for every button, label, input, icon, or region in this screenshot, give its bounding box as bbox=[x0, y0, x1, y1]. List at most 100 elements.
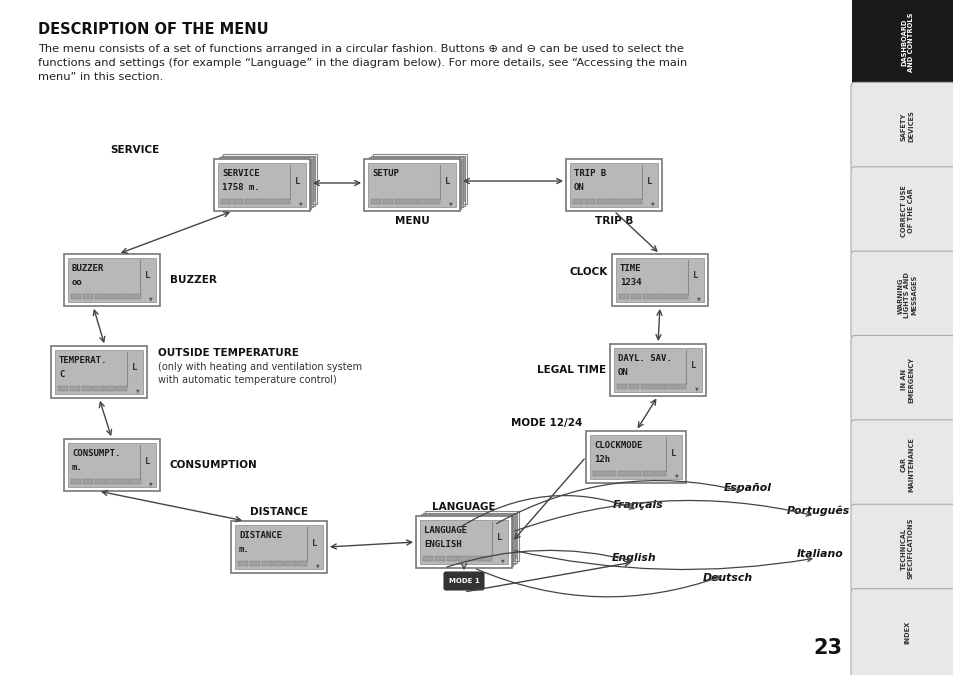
Bar bbox=[654, 294, 664, 299]
Text: ▼: ▼ bbox=[449, 201, 453, 206]
Bar bbox=[244, 199, 254, 204]
Text: SETUP: SETUP bbox=[372, 169, 398, 178]
Text: TIME: TIME bbox=[619, 264, 640, 273]
Text: DISTANCE: DISTANCE bbox=[250, 507, 308, 517]
Bar bbox=[256, 199, 267, 204]
Bar bbox=[237, 561, 248, 566]
Bar bbox=[285, 561, 295, 566]
Text: L: L bbox=[647, 176, 652, 186]
Bar bbox=[435, 556, 445, 561]
Bar bbox=[220, 162, 308, 206]
Bar bbox=[569, 163, 658, 207]
Bar bbox=[421, 519, 510, 563]
Bar bbox=[573, 199, 582, 204]
Bar bbox=[93, 386, 104, 391]
Text: CONSUMPT.: CONSUMPT. bbox=[71, 449, 120, 458]
Text: m.: m. bbox=[239, 545, 250, 554]
Bar bbox=[233, 199, 243, 204]
Bar bbox=[223, 154, 316, 204]
Text: DISTANCE: DISTANCE bbox=[239, 531, 282, 540]
Bar bbox=[118, 479, 129, 484]
Bar bbox=[219, 157, 313, 207]
Text: English: English bbox=[611, 553, 656, 563]
Text: Português: Português bbox=[785, 506, 849, 516]
Bar bbox=[261, 561, 272, 566]
Bar bbox=[676, 384, 686, 389]
Text: ▼: ▼ bbox=[697, 296, 700, 301]
Text: SERVICE: SERVICE bbox=[222, 169, 259, 178]
FancyBboxPatch shape bbox=[850, 251, 953, 340]
FancyBboxPatch shape bbox=[850, 420, 953, 508]
Bar bbox=[614, 348, 701, 392]
Text: 1758 m.: 1758 m. bbox=[222, 183, 259, 192]
Text: oo: oo bbox=[71, 278, 83, 287]
Text: TEMPERAT.: TEMPERAT. bbox=[59, 356, 108, 365]
Bar bbox=[130, 479, 140, 484]
Text: TRIP B: TRIP B bbox=[574, 169, 605, 178]
Bar bbox=[375, 157, 463, 201]
Text: CONSUMPTION: CONSUMPTION bbox=[170, 460, 257, 470]
Text: 12h: 12h bbox=[594, 455, 610, 464]
Bar bbox=[226, 157, 314, 201]
Bar bbox=[231, 521, 327, 573]
Bar bbox=[274, 561, 284, 566]
Text: L: L bbox=[497, 533, 502, 543]
Text: L: L bbox=[145, 271, 151, 281]
Bar bbox=[628, 384, 639, 389]
Text: m.: m. bbox=[71, 463, 83, 472]
Bar bbox=[216, 159, 311, 209]
Bar bbox=[426, 516, 514, 560]
Bar bbox=[372, 160, 459, 204]
Bar bbox=[369, 157, 462, 207]
Bar bbox=[422, 556, 433, 561]
Bar bbox=[418, 199, 428, 204]
Bar bbox=[280, 199, 291, 204]
Text: C: C bbox=[59, 370, 64, 379]
Bar bbox=[652, 384, 662, 389]
Bar bbox=[83, 479, 93, 484]
Text: Deutsch: Deutsch bbox=[702, 573, 752, 583]
Text: L: L bbox=[132, 364, 137, 373]
Bar bbox=[58, 386, 69, 391]
Text: Italiano: Italiano bbox=[796, 549, 842, 559]
Bar bbox=[296, 561, 307, 566]
Text: L: L bbox=[671, 448, 676, 458]
Bar bbox=[130, 294, 140, 299]
Bar bbox=[618, 471, 628, 476]
Text: INDEX: INDEX bbox=[903, 621, 909, 645]
Bar bbox=[107, 294, 116, 299]
FancyBboxPatch shape bbox=[850, 167, 953, 255]
Text: LEGAL TIME: LEGAL TIME bbox=[537, 365, 605, 375]
Bar bbox=[268, 199, 278, 204]
Bar bbox=[83, 294, 93, 299]
Bar bbox=[616, 258, 703, 302]
Bar bbox=[589, 435, 681, 479]
FancyBboxPatch shape bbox=[850, 589, 953, 675]
Bar bbox=[213, 159, 310, 211]
Text: L: L bbox=[295, 176, 300, 186]
Bar bbox=[632, 199, 641, 204]
Bar bbox=[371, 199, 381, 204]
Bar bbox=[416, 516, 512, 568]
Text: L: L bbox=[312, 539, 317, 547]
Text: WARNING
LIGHTS AND
MESSAGES: WARNING LIGHTS AND MESSAGES bbox=[897, 273, 917, 318]
Bar bbox=[596, 199, 606, 204]
Text: L: L bbox=[691, 362, 696, 371]
Text: LANGUAGE: LANGUAGE bbox=[432, 502, 496, 512]
Bar bbox=[107, 479, 116, 484]
Text: CORRECT USE
OF THE CAR: CORRECT USE OF THE CAR bbox=[900, 185, 913, 237]
Text: Español: Español bbox=[723, 483, 771, 493]
Bar bbox=[619, 199, 630, 204]
Bar bbox=[423, 517, 512, 561]
Text: functions and settings (for example “Language” in the diagram below). For more d: functions and settings (for example “Lan… bbox=[38, 58, 686, 68]
Bar bbox=[605, 471, 616, 476]
Bar bbox=[55, 350, 143, 394]
Text: L: L bbox=[145, 456, 151, 466]
Bar bbox=[370, 162, 457, 206]
Text: SERVICE: SERVICE bbox=[111, 145, 160, 155]
Text: L: L bbox=[693, 271, 698, 281]
Bar bbox=[367, 159, 460, 209]
Bar bbox=[68, 443, 156, 487]
Text: ▼: ▼ bbox=[500, 558, 504, 563]
FancyBboxPatch shape bbox=[850, 82, 953, 171]
